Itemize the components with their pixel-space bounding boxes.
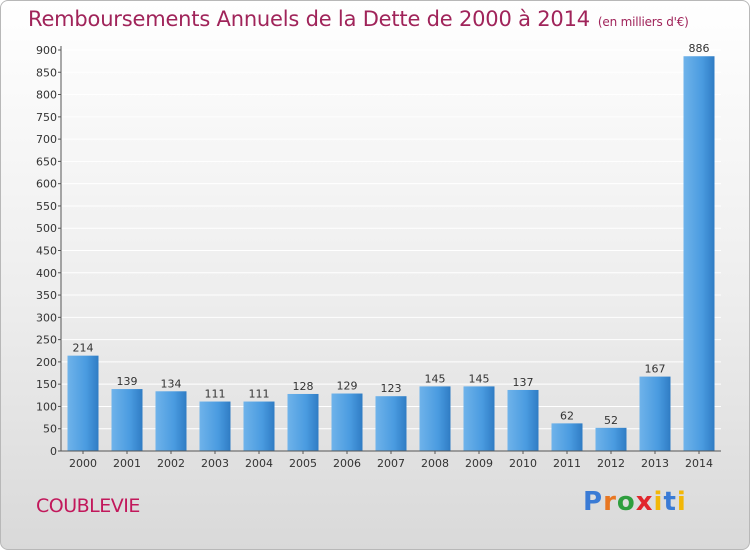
bar <box>243 401 275 451</box>
bar <box>639 376 671 451</box>
y-tick-label: 550 <box>36 200 57 213</box>
bar <box>111 389 143 451</box>
bar <box>419 386 451 451</box>
bar <box>199 401 231 451</box>
bar-value-label: 62 <box>560 409 574 422</box>
y-tick-label: 250 <box>36 334 57 347</box>
y-tick-label: 700 <box>36 133 57 146</box>
y-tick-label: 150 <box>36 378 57 391</box>
x-tick-label: 2013 <box>641 457 669 470</box>
bar <box>683 56 715 451</box>
x-tick-label: 2007 <box>377 457 405 470</box>
y-tick-label: 650 <box>36 155 57 168</box>
y-tick-label: 300 <box>36 311 57 324</box>
bar <box>375 396 407 451</box>
proxiti-logo: Proxiti <box>583 487 687 517</box>
y-tick-label: 50 <box>43 423 57 436</box>
bar-value-label: 134 <box>161 377 182 390</box>
labels-group: 0 50 100 150 200 250 300 350 400 450 500 550 600 650 7… <box>36 42 713 470</box>
x-tick-label: 2002 <box>157 457 185 470</box>
bar-value-label: 145 <box>469 372 490 385</box>
commune-name: COUBLEVIE <box>36 495 140 517</box>
bar-value-label: 52 <box>604 414 618 427</box>
bar <box>287 393 319 451</box>
x-tick-label: 2010 <box>509 457 537 470</box>
chart-title: Remboursements Annuels de la Dette de 20… <box>28 7 590 31</box>
bar <box>67 355 99 451</box>
bar-value-label: 139 <box>117 375 138 388</box>
bar-value-label: 129 <box>337 380 358 393</box>
chart-title-block: Remboursements Annuels de la Dette de 20… <box>28 7 689 31</box>
x-tick-label: 2012 <box>597 457 625 470</box>
bar <box>331 393 363 451</box>
bar-value-label: 137 <box>513 376 534 389</box>
y-tick-label: 0 <box>50 445 57 458</box>
axes-group <box>58 46 721 454</box>
bar-value-label: 128 <box>293 380 314 393</box>
bar-value-label: 145 <box>425 372 446 385</box>
x-tick-label: 2004 <box>245 457 273 470</box>
x-tick-label: 2005 <box>289 457 317 470</box>
x-tick-label: 2000 <box>69 457 97 470</box>
y-tick-label: 400 <box>36 267 57 280</box>
bar <box>507 389 539 451</box>
bar-value-label: 111 <box>249 388 270 401</box>
y-tick-label: 850 <box>36 66 57 79</box>
chart-subtitle: (en milliers d'€) <box>597 15 689 29</box>
grid-lines <box>61 49 721 430</box>
bar-value-label: 123 <box>381 382 402 395</box>
y-tick-label: 200 <box>36 356 57 369</box>
x-tick-label: 2014 <box>685 457 713 470</box>
bar <box>155 391 187 451</box>
bar-value-label: 214 <box>73 342 94 355</box>
bar-value-label: 886 <box>689 42 710 55</box>
bar <box>595 427 627 451</box>
x-tick-label: 2008 <box>421 457 449 470</box>
bar-value-label: 167 <box>645 363 666 376</box>
bars-group <box>67 56 715 451</box>
bar-value-label: 111 <box>205 388 226 401</box>
x-tick-label: 2006 <box>333 457 361 470</box>
bar <box>551 423 583 451</box>
x-tick-label: 2001 <box>113 457 141 470</box>
x-tick-label: 2003 <box>201 457 229 470</box>
y-tick-label: 500 <box>36 222 57 235</box>
x-tick-label: 2009 <box>465 457 493 470</box>
y-tick-label: 100 <box>36 400 57 413</box>
y-tick-label: 450 <box>36 245 57 258</box>
y-tick-label: 750 <box>36 111 57 124</box>
y-tick-label: 600 <box>36 178 57 191</box>
bar <box>463 386 495 451</box>
y-tick-label: 900 <box>36 44 57 57</box>
y-tick-label: 800 <box>36 89 57 102</box>
x-tick-label: 2011 <box>553 457 581 470</box>
y-tick-label: 350 <box>36 289 57 302</box>
